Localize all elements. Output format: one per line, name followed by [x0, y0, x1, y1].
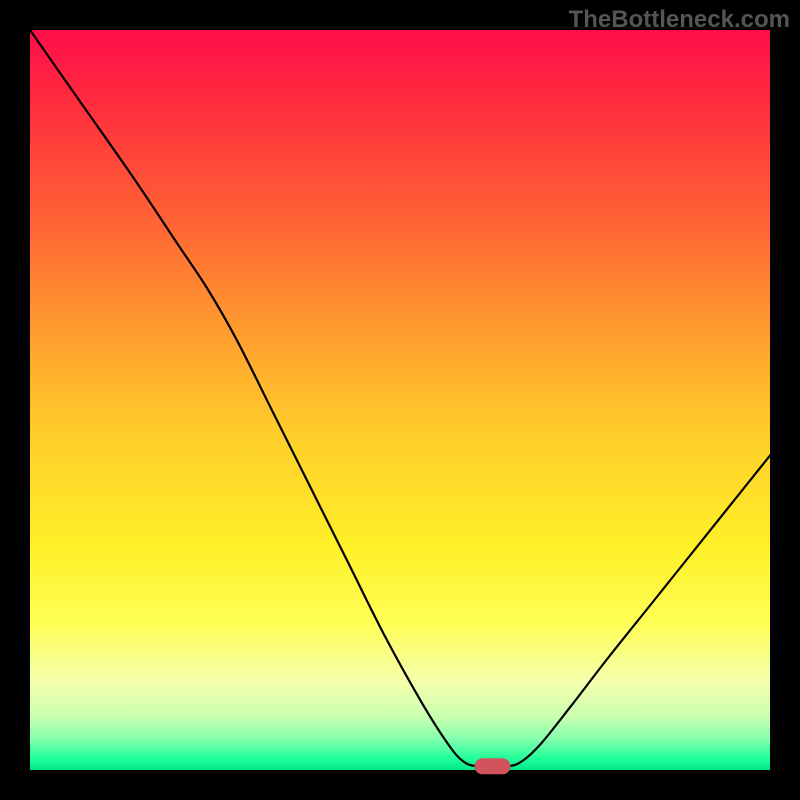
bottleneck-chart: TheBottleneck.com: [0, 0, 800, 800]
chart-svg: [0, 0, 800, 800]
watermark-text: TheBottleneck.com: [569, 6, 790, 34]
optimal-marker: [475, 758, 511, 774]
gradient-background: [30, 30, 770, 770]
